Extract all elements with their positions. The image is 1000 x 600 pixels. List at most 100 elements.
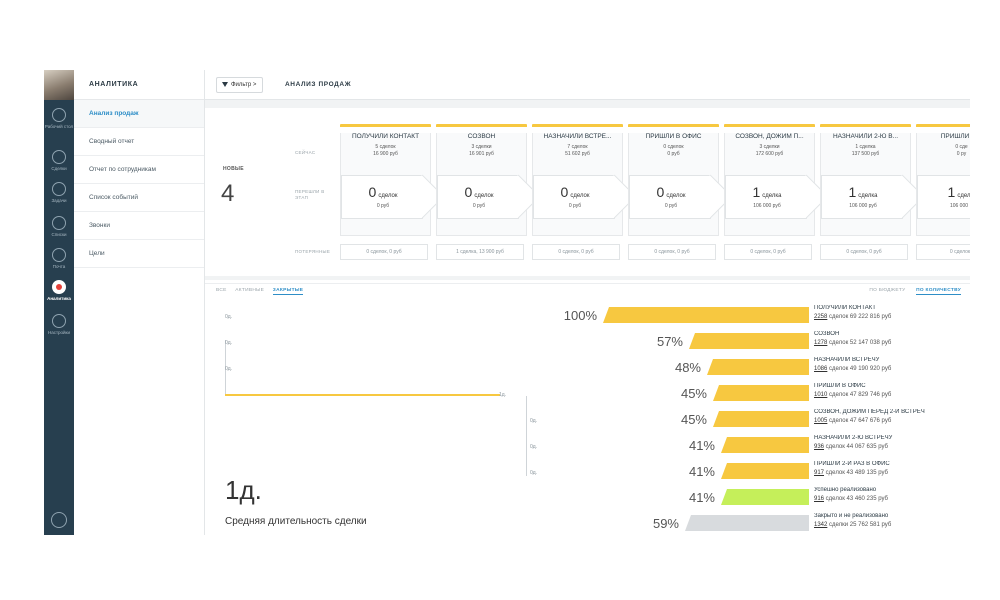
- analytics-icon: [52, 280, 66, 294]
- pipeline-stage[interactable]: ПРИШЛИ В ОФИС 0 сделок 0 руб 0 сделок 0 руб 0 …: [628, 124, 733, 274]
- funnel-bar[interactable]: [707, 359, 809, 375]
- nav-analytics[interactable]: Аналитика: [44, 280, 74, 301]
- funnel-duration: 0д.: [225, 340, 233, 346]
- funnel-bar[interactable]: [685, 515, 809, 531]
- stage-name: НАЗНАЧИЛИ ВСТРЕ...: [543, 133, 612, 140]
- stage-color-bar: [820, 124, 911, 127]
- nav-dashboard-label: Рабочий стол: [44, 124, 74, 129]
- funnel-icon: [222, 82, 228, 87]
- stage-moved-sum: 0 руб: [664, 203, 678, 209]
- mode-by-budget[interactable]: ПО БЮДЖЕТУ: [869, 288, 906, 293]
- funnel-stage-name: НАЗНАЧИЛИ 2-Ю ВСТРЕЧУ: [814, 435, 893, 441]
- stage-deal-sum: 16 900 руб: [373, 151, 398, 157]
- tab-all[interactable]: ВСЕ: [216, 288, 227, 293]
- nav-dashboard[interactable]: Рабочий стол: [44, 108, 74, 129]
- tab-closed[interactable]: ЗАКРЫТЫЕ: [272, 288, 304, 295]
- funnel-row: 41% ПРИШЛИ 2-Й РАЗ В ОФИС 917 сделок 43 48…: [205, 458, 970, 484]
- funnel-stage-stats: 2258 сделок 69 222 816 руб: [814, 314, 891, 320]
- chat-icon[interactable]: [51, 512, 67, 528]
- funnel-deal-count-link[interactable]: 1005: [814, 418, 828, 424]
- pipeline-stage[interactable]: ПОЛУЧИЛИ КОНТАКТ 5 сделок 16 900 руб 0 сдело…: [340, 124, 445, 274]
- sidebar-item-sales-analysis[interactable]: Анализ продаж: [74, 100, 204, 128]
- duration-axis-line: [225, 340, 226, 396]
- duration-axis-line: [526, 396, 527, 476]
- tab-active[interactable]: АКТИВНЫЕ: [235, 288, 265, 293]
- row-label-moved: ПЕРЕШЛИ В ЭТАП: [295, 189, 325, 200]
- nav-mail-label: Почта: [52, 264, 66, 269]
- funnel-row: 100% ПОЛУЧИЛИ КОНТАКТ 2258 сделок 69 222 8…: [205, 302, 970, 328]
- sidebar-item-event-list[interactable]: Список событий: [74, 184, 204, 212]
- funnel-stage-name: СОЗВОН: [814, 331, 840, 337]
- stage-lost-deals[interactable]: 0 сделок, 0 руб: [724, 244, 812, 260]
- stage-moved-sum: 106 000 руб: [849, 203, 877, 209]
- funnel-bar[interactable]: [721, 437, 809, 453]
- funnel-deal-count-link[interactable]: 917: [814, 470, 825, 476]
- stage-moved-unit: сделка: [762, 193, 782, 199]
- funnel-deal-count-link[interactable]: 916: [814, 496, 825, 502]
- funnel-bar[interactable]: [713, 411, 809, 427]
- funnel-row: 48% НАЗНАЧИЛИ ВСТРЕЧУ 1086 сделок 49 190 9…: [205, 354, 970, 380]
- nav-tasks[interactable]: Задачи: [44, 182, 74, 203]
- stage-moved-sum: 0 руб: [568, 203, 582, 209]
- analytics-sidebar: АНАЛИТИКА Анализ продаж Сводный отчет От…: [74, 70, 205, 535]
- sidebar-item-employee-report[interactable]: Отчет по сотрудникам: [74, 156, 204, 184]
- pipeline-stage[interactable]: НАЗНАЧИЛИ 2-Ю В... 1 сделка 137 500 руб 1 сд…: [820, 124, 925, 274]
- row-label-now: СЕЙЧАС: [295, 150, 316, 155]
- stage-moved-number: 0: [656, 184, 665, 200]
- user-avatar[interactable]: [44, 70, 74, 100]
- funnel-percent: 45%: [680, 386, 707, 401]
- nav-deals[interactable]: Сделки: [44, 150, 74, 171]
- filter-button[interactable]: Фильтр >: [216, 77, 264, 93]
- sidebar-item-calls[interactable]: Звонки: [74, 212, 204, 240]
- stage-box: СОЗВОН, ДОЖИМ П... 3 сделки 172 600 руб 1 сд…: [724, 133, 829, 236]
- funnel-percent: 41%: [688, 438, 715, 453]
- stage-deal-sum: 0 ру: [956, 151, 967, 157]
- funnel-stage-sum: сделки 25 762 581 руб: [827, 522, 892, 528]
- pipeline-stage[interactable]: НАЗНАЧИЛИ ВСТРЕ... 7 сделок 51 602 руб 0 сде…: [532, 124, 637, 274]
- funnel-percent: 100%: [563, 308, 597, 323]
- stage-lost-deals[interactable]: 0 сделок: [916, 244, 970, 260]
- nav-mail[interactable]: Почта: [44, 248, 74, 269]
- stage-deal-sum: 16 901 руб: [469, 151, 494, 157]
- stage-moved-count: 0 сделок: [533, 184, 617, 200]
- dashboard-icon: [52, 108, 66, 122]
- funnel-bar[interactable]: [721, 463, 809, 479]
- pipeline-stage[interactable]: СОЗВОН, ДОЖИМ П... 3 сделки 172 600 руб 1 сд…: [724, 124, 829, 274]
- stage-deal-count: 3 сделки: [471, 144, 492, 150]
- funnel-deal-count-link[interactable]: 1086: [814, 366, 828, 372]
- funnel-bar[interactable]: [603, 307, 809, 323]
- nav-settings-label: Настройки: [47, 330, 71, 335]
- stage-lost-deals[interactable]: 0 сделок, 0 руб: [340, 244, 428, 260]
- sidebar-item-summary-report[interactable]: Сводный отчет: [74, 128, 204, 156]
- funnel-stage-stats: 1278 сделок 52 147 038 руб: [814, 340, 891, 346]
- main-nav-rail: Рабочий стол Сделки Задачи Списки Почта …: [44, 70, 74, 535]
- funnel-percent: 45%: [680, 412, 707, 427]
- funnel-row: 41% Успешно реализовано 916 сделок 43 460 …: [205, 484, 970, 510]
- sidebar-item-goals[interactable]: Цели: [74, 240, 204, 268]
- funnel-bar[interactable]: [689, 333, 809, 349]
- funnel-percent: 41%: [688, 464, 715, 479]
- stage-lost-deals[interactable]: 0 сделок, 0 руб: [820, 244, 908, 260]
- pipeline-stage[interactable]: СОЗВОН 3 сделки 16 901 руб 0 сделок 0 руб 1 сд…: [436, 124, 541, 274]
- stage-color-bar: [340, 124, 431, 127]
- stage-lost-deals[interactable]: 0 сделок, 0 руб: [628, 244, 716, 260]
- new-deals-value: 4: [221, 180, 235, 207]
- funnel-deal-count-link[interactable]: 1342: [814, 522, 828, 528]
- funnel-deal-count-link[interactable]: 1010: [814, 392, 828, 398]
- stage-moved-unit: сделок: [570, 193, 590, 199]
- mode-by-count[interactable]: ПО КОЛИЧЕСТВУ: [916, 288, 961, 295]
- nav-lists[interactable]: Списки: [44, 216, 74, 237]
- settings-icon: [52, 314, 66, 328]
- funnel-bar[interactable]: [721, 489, 809, 505]
- funnel-stage-sum: сделок 43 460 235 руб: [824, 496, 888, 502]
- funnel-bar[interactable]: [713, 385, 809, 401]
- funnel-deal-count-link[interactable]: 2258: [814, 314, 828, 320]
- stage-box: НАЗНАЧИЛИ ВСТРЕ... 7 сделок 51 602 руб 0 сде…: [532, 133, 637, 236]
- stage-lost-deals[interactable]: 0 сделок, 0 руб: [532, 244, 620, 260]
- nav-settings[interactable]: Настройки: [44, 314, 74, 335]
- nav-analytics-label: Аналитика: [47, 296, 71, 301]
- funnel-deal-count-link[interactable]: 936: [814, 444, 825, 450]
- stage-lost-deals[interactable]: 1 сделка, 13 900 руб: [436, 244, 524, 260]
- funnel-deal-count-link[interactable]: 1278: [814, 340, 828, 346]
